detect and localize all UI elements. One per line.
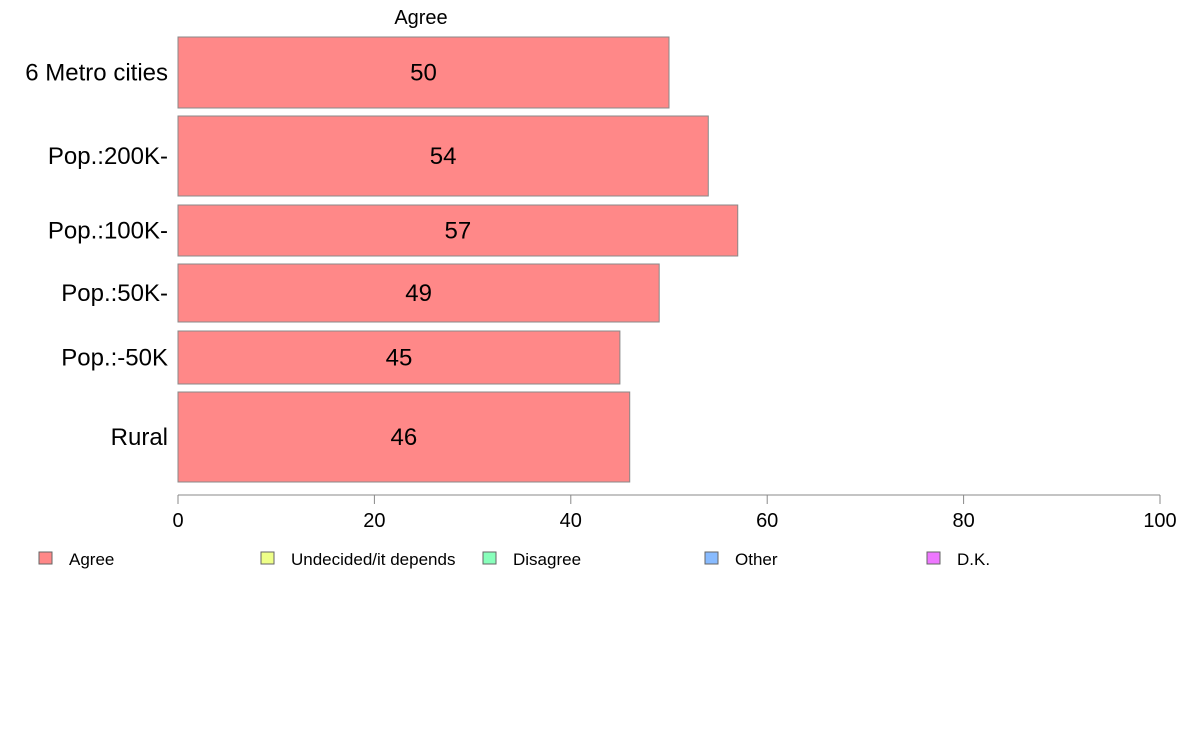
legend-swatch: [38, 551, 53, 565]
legend-swatch: [260, 551, 275, 565]
category-label: Pop.:200K-: [48, 143, 168, 170]
legend: Agree Undecided/it depends Disagree Other D.…: [38, 550, 990, 569]
category-label: Pop.:100K-: [48, 218, 168, 245]
legend-item: Disagree: [482, 550, 581, 569]
legend-label: Undecided/it depends: [291, 550, 455, 569]
legend-item: Agree: [38, 550, 114, 569]
category-label: Rural: [111, 424, 168, 451]
legend-swatch: [926, 551, 941, 565]
bar: [177, 115, 709, 197]
bar: [177, 391, 631, 483]
x-tick-label: 60: [756, 510, 778, 532]
value-labels: 50 54 57 49 45 46: [386, 60, 472, 452]
legend-label: Disagree: [513, 550, 581, 569]
category-label: 6 Metro cities: [25, 60, 168, 87]
category-label: Pop.:-50K: [61, 345, 168, 372]
x-tick-label: 40: [560, 510, 582, 532]
bar: [177, 36, 670, 109]
value-label: 54: [430, 143, 457, 170]
legend-label: Agree: [69, 550, 114, 569]
x-axis: 0 20 40 60 80 100: [172, 495, 1177, 532]
legend-swatch: [704, 551, 719, 565]
bar: [177, 263, 660, 323]
value-label: 46: [391, 424, 418, 451]
value-label: 45: [386, 345, 413, 372]
category-label: Pop.:50K-: [61, 280, 168, 307]
x-tick-label: 80: [952, 510, 974, 532]
legend-item: D.K.: [926, 550, 990, 569]
x-tick-label: 0: [172, 510, 183, 532]
bar: [177, 204, 739, 257]
value-label: 57: [445, 218, 472, 245]
legend-item: Undecided/it depends: [260, 550, 455, 569]
x-tick-label: 100: [1143, 510, 1176, 532]
bar: [177, 330, 621, 385]
x-tick-label: 20: [363, 510, 385, 532]
legend-swatch: [482, 551, 497, 565]
legend-label: D.K.: [957, 550, 990, 569]
legend-label: Other: [735, 550, 778, 569]
bars: [177, 36, 739, 483]
value-label: 49: [405, 280, 432, 307]
panel-title: Agree: [394, 7, 447, 29]
legend-item: Other: [704, 550, 778, 569]
value-label: 50: [410, 60, 437, 87]
category-labels: 6 Metro cities Pop.:200K- Pop.:100K- Pop.:5…: [25, 60, 168, 452]
